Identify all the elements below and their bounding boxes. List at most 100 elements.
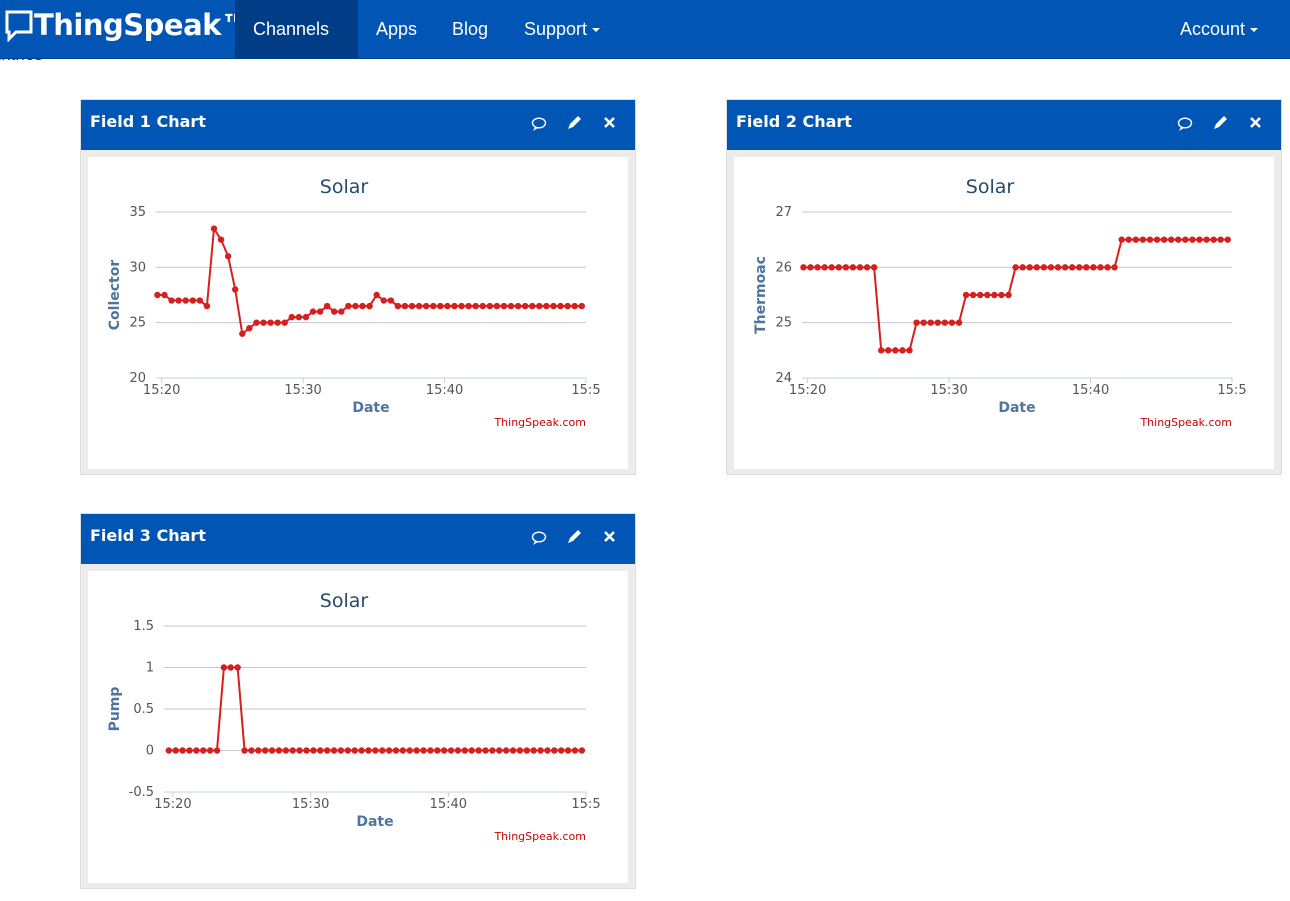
data-point [920, 319, 927, 326]
data-point [337, 747, 345, 754]
data-point [1139, 236, 1147, 243]
x-axis-label: Date [352, 400, 389, 416]
data-point [482, 747, 489, 754]
data-point [537, 747, 544, 754]
data-point [261, 747, 269, 754]
data-point [213, 747, 221, 754]
close-icon[interactable] [604, 531, 615, 542]
data-point [927, 319, 934, 326]
edit-icon[interactable] [568, 530, 581, 543]
data-point [430, 302, 437, 310]
data-point [227, 664, 234, 671]
data-point [530, 747, 537, 754]
data-point [330, 747, 338, 754]
data-point [1033, 264, 1041, 271]
data-point [536, 302, 543, 310]
data-point [493, 302, 501, 310]
data-point [544, 747, 551, 754]
data-point [1076, 264, 1083, 271]
comment-icon[interactable] [1177, 117, 1193, 131]
nav-item[interactable]: Channels [235, 0, 358, 91]
data-point [358, 747, 365, 754]
data-point [1083, 264, 1090, 271]
close-icon[interactable] [1250, 117, 1261, 128]
x-tick-label: 15:40 [426, 383, 463, 398]
data-point [220, 664, 228, 671]
data-point [948, 319, 956, 326]
close-icon[interactable] [604, 117, 615, 128]
data-point [934, 319, 941, 326]
data-point [523, 747, 530, 754]
panel-title: Field 3 Chart [90, 526, 206, 545]
data-point [406, 747, 413, 754]
data-point [835, 264, 842, 271]
data-point [906, 347, 913, 354]
edit-icon[interactable] [568, 116, 581, 129]
data-point [863, 264, 871, 271]
data-line [803, 238, 1228, 352]
data-point [224, 253, 232, 260]
data-point [317, 747, 324, 754]
data-point [302, 313, 310, 321]
data-point [454, 747, 462, 754]
data-point [427, 747, 434, 754]
nav-item[interactable]: Support [506, 0, 618, 58]
nav-item[interactable]: Apps [358, 0, 435, 58]
data-point [210, 225, 218, 232]
data-point [289, 747, 296, 754]
nav-label: Blog [452, 19, 489, 39]
data-point [394, 302, 402, 310]
chart-title: Solar [320, 176, 369, 198]
data-point [1203, 236, 1210, 243]
data-point [373, 291, 380, 299]
x-tick-label: 15:20 [154, 797, 191, 812]
nav-account[interactable]: Account [1162, 0, 1276, 58]
data-point [154, 291, 161, 299]
data-point [440, 747, 448, 754]
data-point [408, 302, 416, 310]
data-point [899, 347, 906, 354]
data-point [1054, 264, 1062, 271]
data-point [420, 747, 427, 754]
x-axis-label: Date [356, 814, 393, 830]
nav-label: Apps [376, 19, 418, 39]
data-point [303, 747, 310, 754]
nav-item[interactable]: Blog [434, 0, 506, 58]
data-point [571, 302, 578, 310]
comment-icon[interactable] [531, 117, 547, 131]
data-point [507, 302, 515, 310]
panel-icons [531, 530, 615, 545]
panel-header: Field 3 Chart [81, 514, 635, 564]
data-point [268, 747, 276, 754]
x-tick-label: 15:40 [1072, 383, 1109, 398]
data-point [1153, 236, 1161, 243]
data-point [281, 319, 288, 326]
data-point [1061, 264, 1069, 271]
data-point [282, 747, 290, 754]
data-point [447, 747, 455, 754]
data-point [196, 297, 204, 304]
data-point [246, 325, 253, 332]
data-point [434, 747, 441, 754]
data-point [885, 347, 892, 354]
y-tick-label: 1.5 [133, 619, 154, 634]
data-point [475, 747, 482, 754]
x-tick-label: 15:5 [571, 797, 600, 812]
data-point [351, 747, 358, 754]
edit-icon[interactable] [1214, 116, 1227, 129]
data-point [248, 747, 255, 754]
data-point [193, 747, 200, 754]
brand[interactable]: ThingSpeak™ [4, 8, 250, 42]
data-point [255, 747, 262, 754]
data-point [365, 747, 372, 754]
comment-icon[interactable] [531, 531, 547, 545]
data-point [399, 747, 407, 754]
panel-icons [1177, 116, 1261, 131]
data-point [422, 302, 430, 310]
y-tick-label: 25 [775, 316, 792, 331]
credit: ThingSpeak.com [493, 830, 586, 843]
data-point [415, 302, 423, 310]
data-point [296, 747, 303, 754]
x-tick-label: 15:30 [292, 797, 329, 812]
data-point [465, 302, 472, 310]
